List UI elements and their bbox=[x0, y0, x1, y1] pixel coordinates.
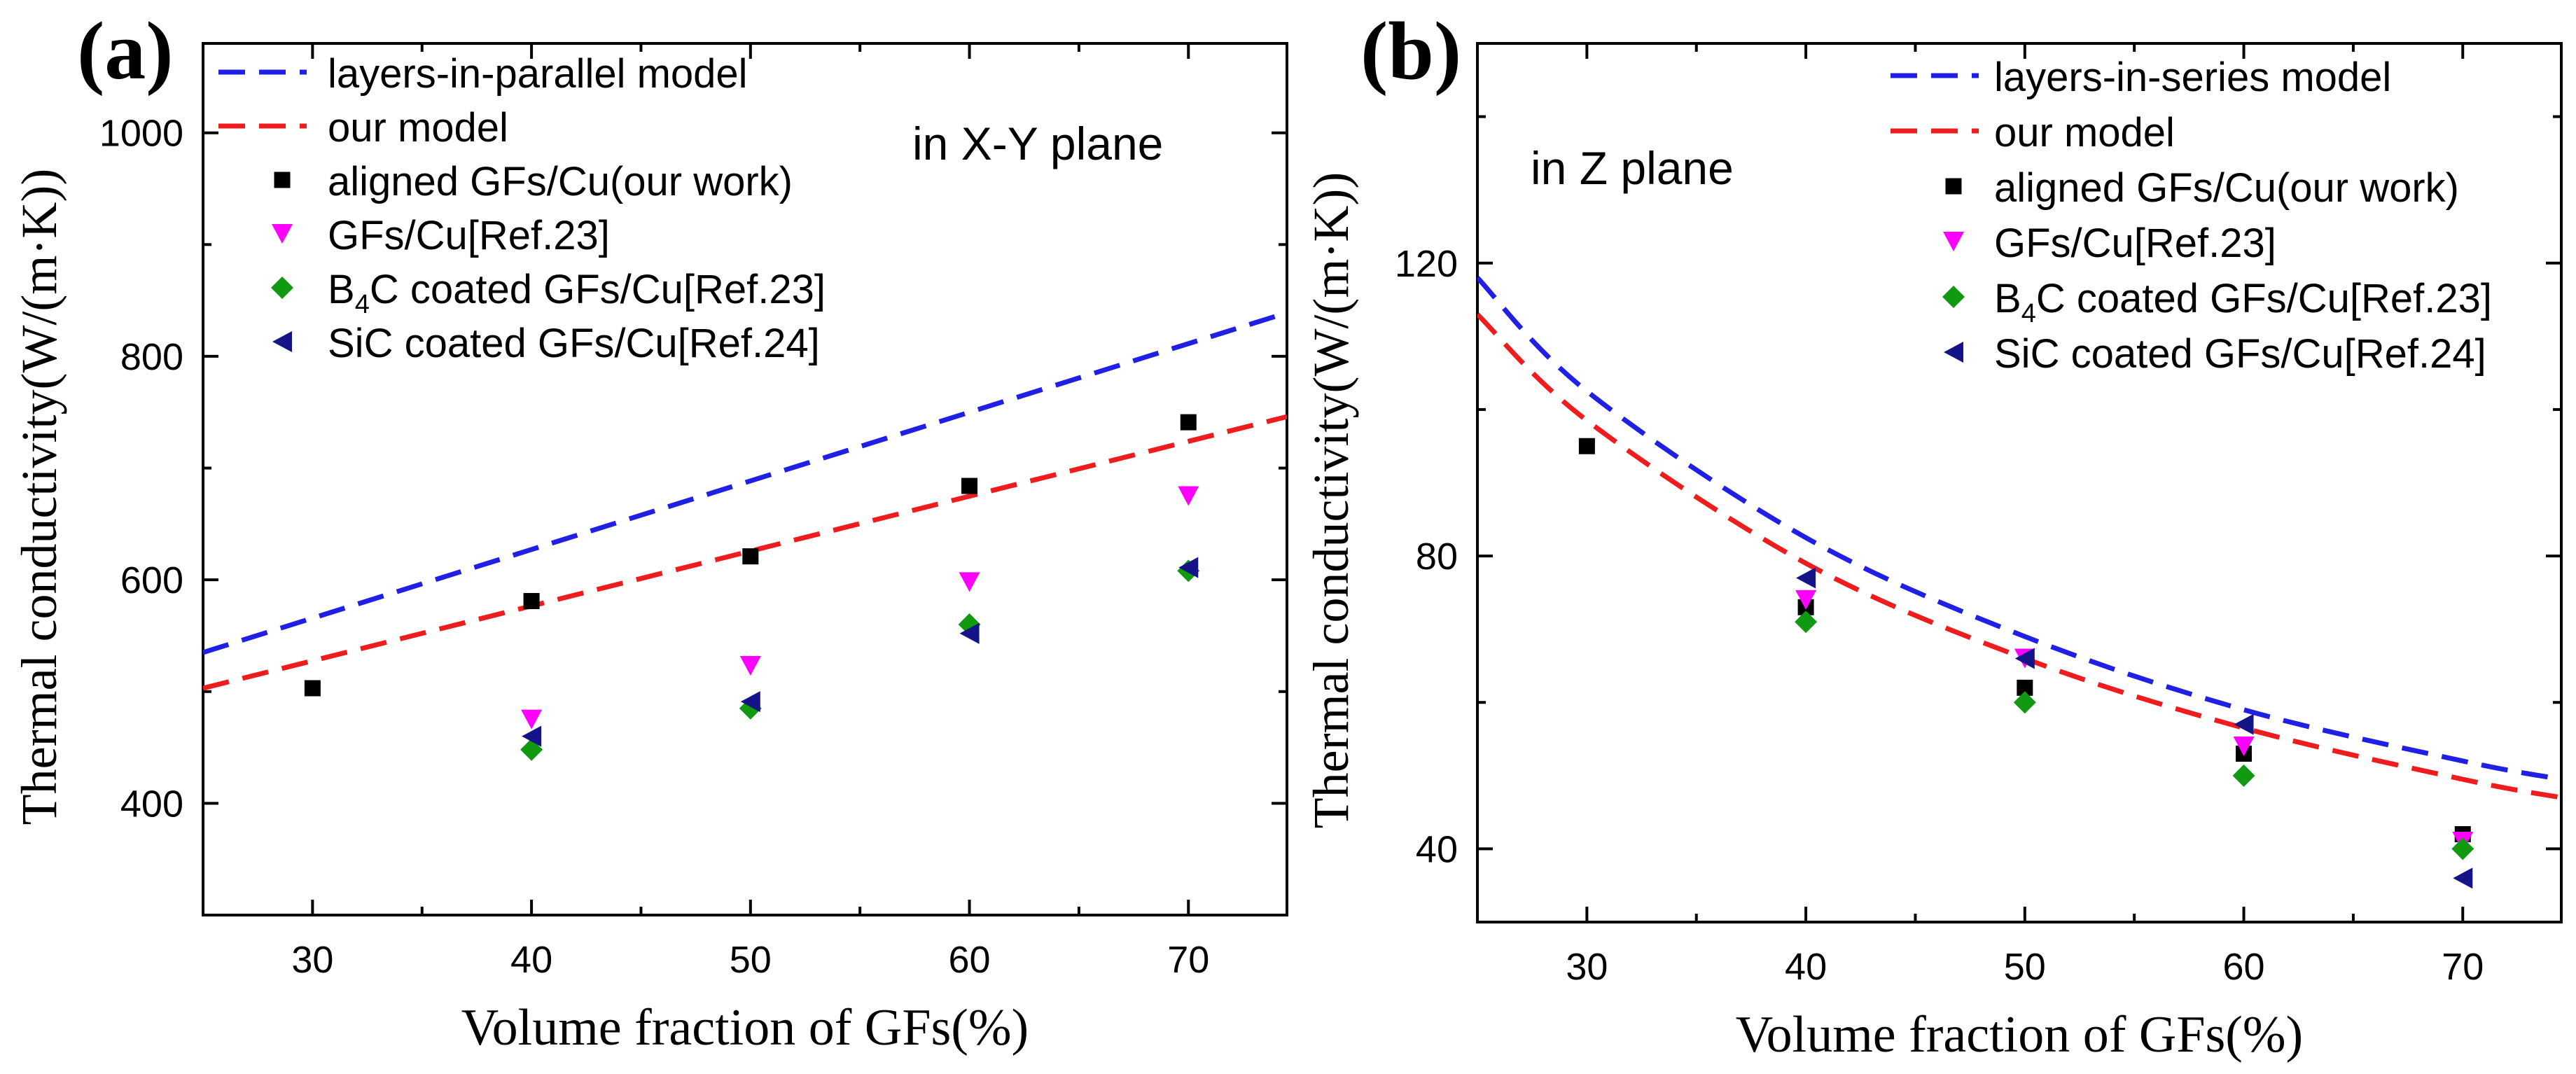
x-tick-label: 30 bbox=[1566, 946, 1608, 988]
series-1 bbox=[203, 414, 1287, 691]
x-tick-label: 50 bbox=[730, 939, 772, 981]
data-point bbox=[2451, 837, 2474, 860]
y-tick-label: 800 bbox=[120, 336, 183, 378]
legend: layers-in-series model our model aligned G… bbox=[1891, 55, 2492, 377]
legend-swatch bbox=[1942, 286, 1965, 308]
panel-label: (a) bbox=[77, 5, 174, 97]
legend-label-part: B bbox=[1994, 276, 2021, 321]
panel-label: (b) bbox=[1360, 5, 1461, 97]
series-line bbox=[203, 310, 1287, 655]
data-point bbox=[1796, 567, 1816, 589]
legend-label: SiC coated GFs/Cu[Ref.24] bbox=[1994, 331, 2486, 377]
x-tick-label: 70 bbox=[2442, 946, 2484, 988]
series-line bbox=[1477, 312, 2561, 800]
y-tick-label: 600 bbox=[120, 559, 183, 601]
data-point bbox=[2017, 679, 2033, 696]
data-point bbox=[2233, 737, 2255, 756]
data-point bbox=[959, 572, 980, 592]
x-tick-label: 40 bbox=[1785, 946, 1827, 988]
plot-annotation: in X-Y plane bbox=[912, 118, 1163, 169]
legend-label: SiC coated GFs/Cu[Ref.24] bbox=[328, 321, 820, 366]
data-point bbox=[521, 709, 543, 730]
legend-label: B4C coated GFs/Cu[Ref.23] bbox=[328, 267, 826, 319]
series-4 bbox=[1795, 611, 2474, 860]
legend-swatch bbox=[1945, 178, 1962, 195]
data-point bbox=[2232, 764, 2255, 787]
legend-label-part: C coated GFs/Cu[Ref.23] bbox=[2036, 276, 2492, 321]
legend-label-subscript: 4 bbox=[355, 290, 370, 319]
series-5 bbox=[1796, 567, 2473, 889]
data-point bbox=[1795, 611, 1818, 634]
series-1 bbox=[1477, 312, 2561, 800]
x-axis-title: Volume fraction of GFs(%) bbox=[461, 999, 1029, 1056]
series-line bbox=[203, 414, 1287, 691]
legend-swatch bbox=[271, 277, 293, 299]
data-point bbox=[961, 477, 978, 494]
series-5 bbox=[522, 557, 1199, 747]
x-tick-label: 60 bbox=[2223, 946, 2265, 988]
x-tick-label: 30 bbox=[291, 939, 333, 981]
legend: layers-in-parallel model our model aligned… bbox=[218, 51, 826, 366]
x-tick-label: 60 bbox=[949, 939, 991, 981]
data-point bbox=[1795, 590, 1817, 610]
plot-annotation: in Z plane bbox=[1531, 142, 1734, 194]
y-tick-label: 40 bbox=[1416, 828, 1458, 870]
data-point bbox=[742, 548, 759, 565]
x-tick-label: 50 bbox=[2004, 946, 2046, 988]
y-tick-label: 400 bbox=[120, 783, 183, 825]
data-point bbox=[522, 725, 542, 747]
legend-swatch bbox=[272, 224, 293, 244]
legend-label: GFs/Cu[Ref.23] bbox=[328, 213, 610, 258]
data-point bbox=[304, 680, 321, 697]
x-axis-title: Volume fraction of GFs(%) bbox=[1736, 1006, 2303, 1063]
y-axis-title: Thermal conductivity(W/(m·K)) bbox=[1303, 172, 1359, 829]
legend-swatch bbox=[272, 331, 292, 352]
series-2 bbox=[304, 414, 1197, 697]
series-0 bbox=[1477, 276, 2561, 782]
legend-swatch bbox=[274, 172, 291, 188]
data-point bbox=[2013, 691, 2036, 714]
data-point bbox=[2014, 648, 2035, 669]
series-0 bbox=[203, 310, 1287, 655]
y-tick-label: 1000 bbox=[99, 113, 183, 155]
legend-label-subscript: 4 bbox=[2021, 299, 2036, 328]
legend-label: layers-in-series model bbox=[1994, 55, 2391, 100]
plot-frame bbox=[1476, 42, 2563, 923]
data-point bbox=[1178, 486, 1199, 506]
legend-label: our model bbox=[328, 105, 508, 151]
data-point bbox=[1180, 414, 1197, 431]
data-point bbox=[740, 691, 760, 713]
data-point bbox=[959, 622, 980, 644]
legend-label-part: B bbox=[328, 267, 355, 312]
plot-frame bbox=[202, 42, 1288, 916]
chart-panel-b: 30 40 50 60 70 40 80 120 Volume fraction of GFs(… bbox=[1303, 5, 2563, 1063]
x-tick-label: 70 bbox=[1167, 939, 1209, 981]
legend-swatch bbox=[1943, 232, 1964, 251]
data-point bbox=[2234, 713, 2254, 735]
legend-label: aligned GFs/Cu(our work) bbox=[328, 159, 793, 204]
legend-label: aligned GFs/Cu(our work) bbox=[1994, 165, 2459, 211]
chart-panel-a: 30 40 50 60 70 400 600 800 1000 Volume fraction o… bbox=[11, 5, 1288, 1056]
series-line bbox=[1477, 276, 2561, 782]
data-point bbox=[523, 592, 540, 609]
x-tick-label: 40 bbox=[510, 939, 552, 981]
series-3 bbox=[521, 486, 1199, 730]
legend-label: our model bbox=[1994, 110, 2175, 155]
legend-label: B4C coated GFs/Cu[Ref.23] bbox=[1994, 276, 2492, 328]
data-point bbox=[2453, 867, 2473, 889]
data-point bbox=[739, 656, 761, 676]
y-tick-label: 80 bbox=[1416, 536, 1458, 578]
legend-swatch bbox=[1944, 342, 1963, 363]
legend-label: GFs/Cu[Ref.23] bbox=[1994, 221, 2276, 266]
data-point bbox=[1578, 438, 1595, 454]
legend-label-part: C coated GFs/Cu[Ref.23] bbox=[370, 267, 826, 312]
data-point bbox=[1178, 557, 1199, 578]
y-axis-title: Thermal conductivity(W/(m·K)) bbox=[11, 169, 67, 825]
legend-label: layers-in-parallel model bbox=[328, 51, 748, 97]
y-tick-label: 120 bbox=[1395, 243, 1458, 285]
